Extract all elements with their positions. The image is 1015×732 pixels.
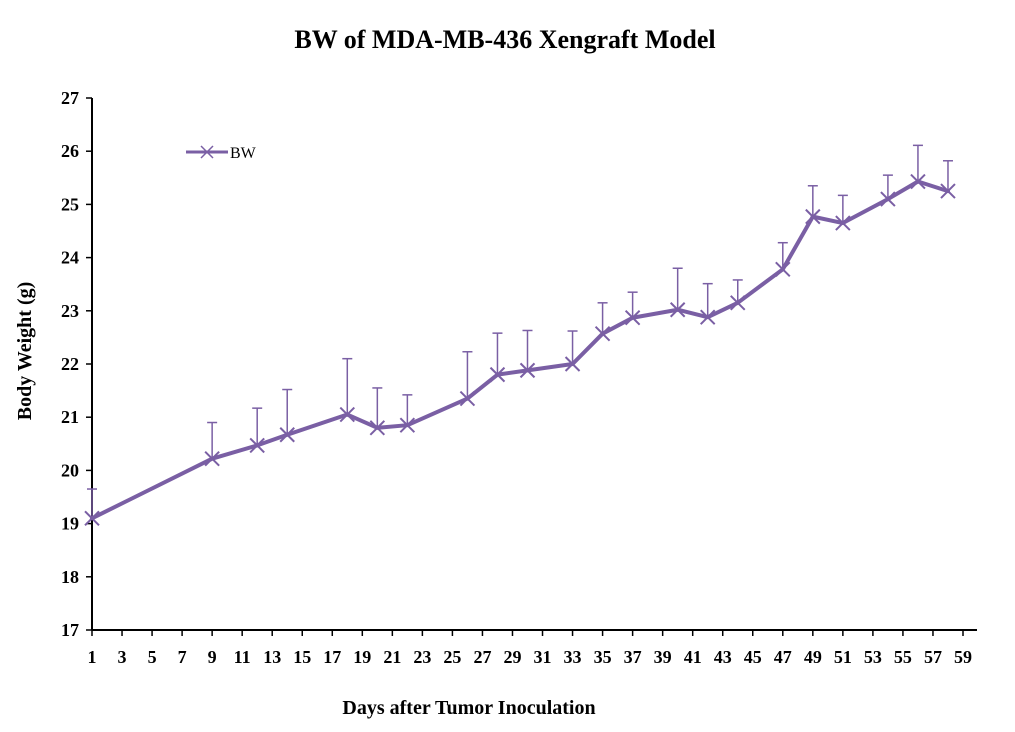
x-tick-label: 17 [323,647,341,667]
x-tick-label: 11 [234,647,251,667]
x-tick-label: 33 [564,647,582,667]
data-point [369,420,386,436]
x-tick-label: 41 [684,647,702,667]
data-point [564,356,581,372]
x-tick-label: 35 [594,647,612,667]
y-tick-label: 25 [61,194,79,214]
data-point [249,437,265,454]
x-tick-label: 55 [894,647,912,667]
x-tick-label: 19 [353,647,371,667]
series-line-bw [90,179,950,521]
x-tick-label: 15 [293,647,311,667]
error-bars [87,144,953,519]
x-tick-label: 43 [714,647,732,667]
x-tick-label: 49 [804,647,822,667]
x-tick-label: 13 [263,647,281,667]
data-point [84,510,100,526]
data-point [204,450,220,467]
y-tick-label: 21 [61,407,79,427]
data-point [880,191,896,207]
y-tick-label: 17 [61,620,79,640]
data-point [279,427,295,443]
x-tick-label: 59 [954,647,972,667]
data-point [669,302,686,318]
x-tick-label: 39 [654,647,672,667]
chart-title: BW of MDA-MB-436 Xengraft Model [294,25,715,54]
x-tick-label: 37 [624,647,642,667]
y-tick-label: 26 [61,141,79,161]
x-tick-label: 47 [774,647,792,667]
data-point [594,325,611,342]
data-point [730,295,746,311]
x-tick-label: 31 [534,647,552,667]
x-tick-label: 25 [443,647,461,667]
x-tick-label: 27 [473,647,491,667]
x-tick-label: 51 [834,647,852,667]
series-group [84,173,956,526]
y-tick-label: 20 [61,460,79,480]
x-tick-label: 7 [178,647,187,667]
legend-label: BW [230,145,257,162]
data-point [624,310,641,326]
data-point [775,261,791,278]
y-tick-label: 24 [61,248,79,268]
x-tick-label: 1 [88,647,97,667]
x-tick-label: 23 [413,647,431,667]
legend: BW [186,145,257,162]
data-point [940,183,956,199]
y-tick-label: 22 [61,354,79,374]
x-tick-label: 5 [148,647,157,667]
data-point [805,208,821,225]
x-tick-label: 3 [118,647,127,667]
x-tick-label: 57 [924,647,942,667]
legend-marker [200,145,214,159]
data-point [399,417,416,433]
data-point [519,362,536,379]
data-point [339,406,356,423]
y-axis-ticks: 17 18 19 20 21 22 23 24 25 26 27 [61,88,92,640]
x-tick-label: 53 [864,647,882,667]
x-axis-label: Days after Tumor Inoculation [342,697,595,719]
x-tick-label: 9 [208,647,217,667]
data-point [910,173,926,190]
y-tick-label: 18 [61,567,79,587]
data-point [489,366,506,383]
y-tick-label: 27 [61,88,79,108]
y-tick-label: 23 [61,301,79,321]
data-point [459,390,476,407]
data-point [835,215,851,231]
x-tick-label: 21 [383,647,401,667]
x-tick-label: 29 [503,647,521,667]
data-point [699,309,716,325]
x-tick-label: 45 [744,647,762,667]
y-axis-label: Body Weight (g) [14,282,36,421]
y-tick-label: 19 [61,514,79,534]
x-axis-ticks: 1 3 5 7 9 11 13 15 17 19 21 23 25 27 29 31 33 35 37 39 41 43 4… [88,630,972,667]
